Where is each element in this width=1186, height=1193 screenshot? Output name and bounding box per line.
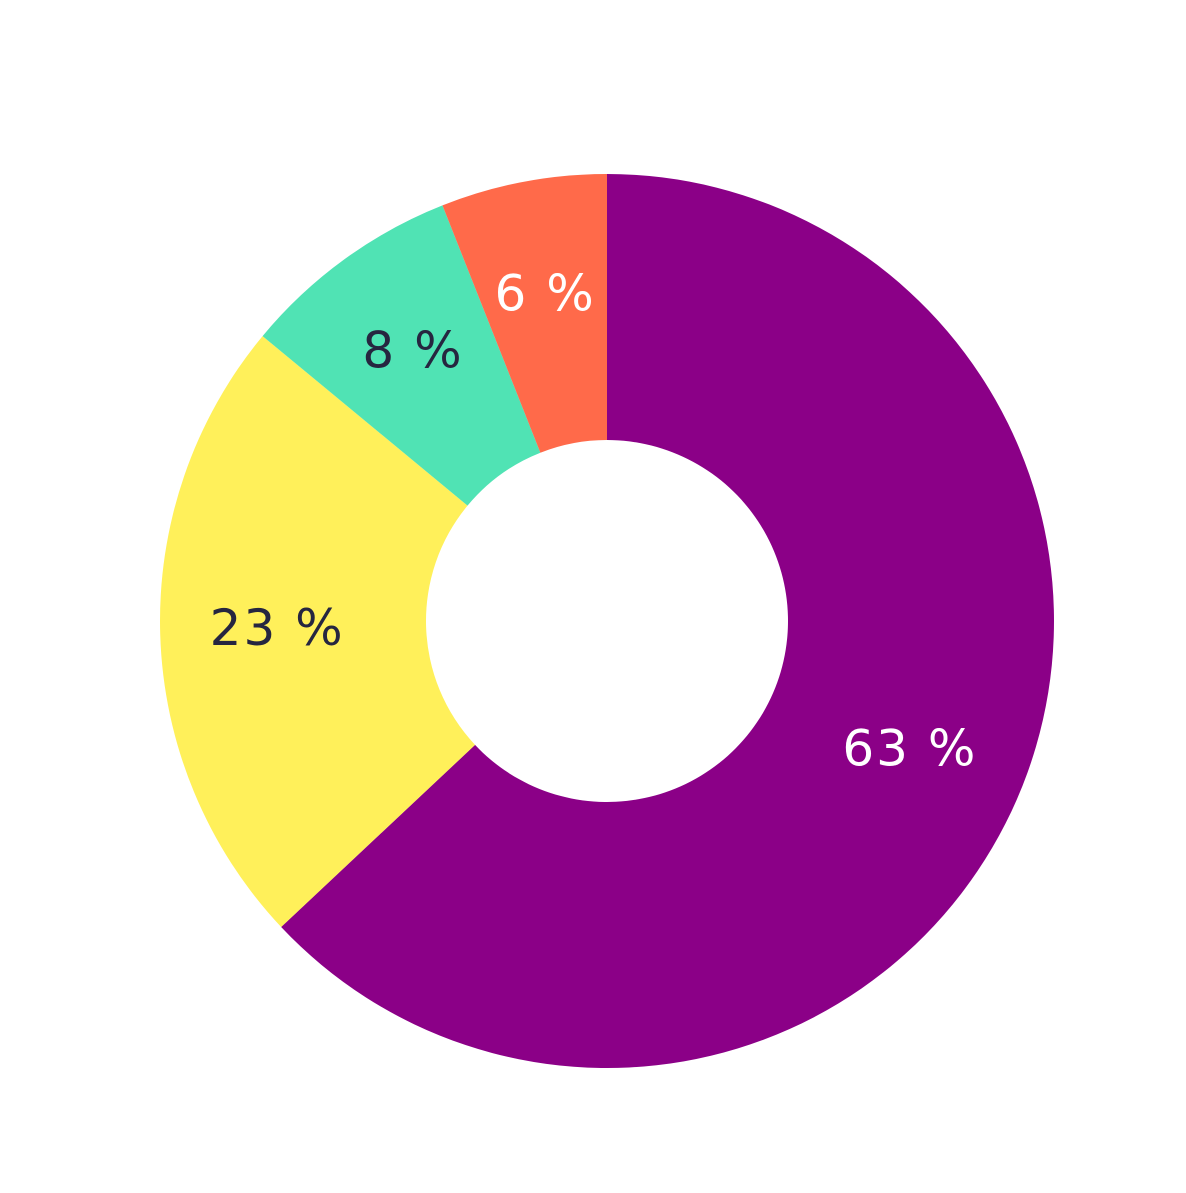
value-label: 6 % xyxy=(495,264,596,322)
value-label: 23 % xyxy=(210,599,345,657)
value-label: 8 % xyxy=(362,322,463,380)
donut-slice xyxy=(262,205,541,506)
donut-slice xyxy=(281,174,1055,1068)
value-label: 63 % xyxy=(842,720,977,778)
donut-slice xyxy=(442,174,607,453)
donut-slice xyxy=(160,336,476,927)
